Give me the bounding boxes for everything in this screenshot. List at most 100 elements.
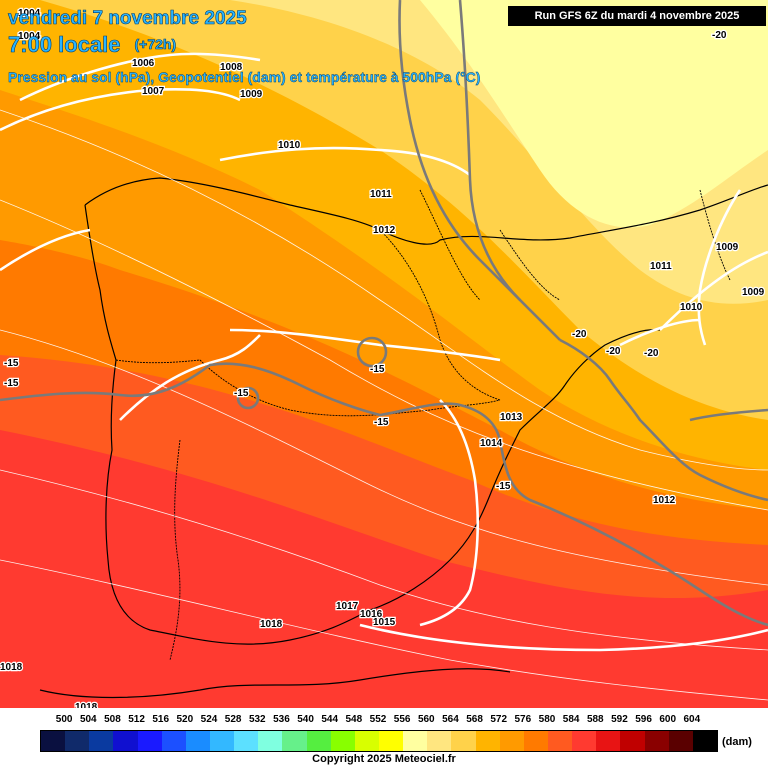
legend-value: 604 <box>683 714 701 725</box>
legend-value: 540 <box>297 714 314 725</box>
legend-value: 528 <box>224 714 242 725</box>
pressure-label: 1018 <box>75 702 98 708</box>
legend-swatch <box>113 731 138 751</box>
legend-unit: (dam) <box>722 736 752 748</box>
legend-value: 500 <box>55 714 73 725</box>
copyright: Copyright 2025 Meteociel.fr <box>312 753 456 765</box>
temperature-label: -15 <box>370 364 385 375</box>
legend-value: 600 <box>659 714 677 725</box>
temperature-label: -20 <box>644 348 659 359</box>
legend-value: 580 <box>538 714 556 725</box>
run-info: Run GFS 6Z du mardi 4 novembre 2025 <box>508 6 766 26</box>
legend-swatch <box>692 731 717 751</box>
legend-swatch <box>475 731 500 751</box>
coastlines <box>39 177 768 699</box>
pressure-label: 1004 <box>18 8 41 19</box>
legend-swatch <box>572 731 597 751</box>
legend-swatch <box>547 731 573 751</box>
legend-swatch <box>668 731 693 751</box>
pressure-label: 1010 <box>278 140 301 151</box>
pressure-label: 1013 <box>500 412 523 423</box>
temperature-500hpa <box>0 0 768 627</box>
legend-value: 512 <box>128 714 145 725</box>
legend-swatch <box>330 731 355 751</box>
map-canvas: 1004 1004 1006 1007 1008 1009 1010 1011 … <box>0 0 768 708</box>
forecast-date: vendredi 7 novembre 2025 <box>8 8 247 30</box>
legend-value: 520 <box>176 714 194 725</box>
pressure-label: 1009 <box>240 89 263 100</box>
legend-value: 560 <box>417 714 435 725</box>
pressure-label: 1015 <box>373 617 396 628</box>
legend-swatch <box>620 731 645 751</box>
legend-value: 576 <box>514 714 532 725</box>
legend-swatch <box>523 731 548 751</box>
legend-value: 564 <box>442 714 459 725</box>
pressure-label: 1012 <box>373 225 396 236</box>
legend-colorbar <box>40 730 718 752</box>
legend-swatch <box>89 731 114 751</box>
legend-swatch <box>161 731 186 751</box>
pressure-label: 1017 <box>336 601 359 612</box>
legend-swatch <box>258 731 283 751</box>
legend-swatch <box>354 731 379 751</box>
legend-value: 532 <box>248 714 266 725</box>
pressure-label: 1011 <box>370 189 392 200</box>
legend-swatch <box>282 731 307 751</box>
pressure-label: 1006 <box>132 58 155 69</box>
legend-swatch <box>306 731 331 751</box>
pressure-label: 1004 <box>18 31 41 42</box>
temperature-label: -15 <box>374 417 389 428</box>
pressure-labels: 1004 1004 1006 1007 1008 1009 1010 1011 … <box>0 7 766 708</box>
legend-value: 516 <box>152 714 170 725</box>
temperature-label: -20 <box>712 30 727 41</box>
legend-value: 588 <box>586 714 604 725</box>
legend-value: 552 <box>369 714 387 725</box>
pressure-label: 1010 <box>680 302 703 313</box>
pressure-label: 1008 <box>220 62 243 73</box>
legend-swatch <box>234 731 259 751</box>
legend-swatch <box>41 731 66 751</box>
pressure-label: 1018 <box>260 619 283 630</box>
legend-value: 548 <box>345 714 363 725</box>
pressure-label: 1007 <box>142 86 165 97</box>
pressure-label: 1012 <box>653 495 676 506</box>
legend-swatch <box>378 731 404 751</box>
local-time: 7:00 locale <box>8 32 121 58</box>
legend-swatch <box>209 731 235 751</box>
temperature-label: -20 <box>606 346 621 357</box>
legend-value: 524 <box>200 714 218 725</box>
band-556 <box>420 0 768 228</box>
legend-value: 584 <box>562 714 580 725</box>
pressure-label: 1014 <box>480 438 503 449</box>
legend-swatch <box>596 731 621 751</box>
temperature-labels: -20 -20 -20 -20 -15 -15 -15 -15 -15 -15 <box>3 29 728 494</box>
legend-swatch <box>427 731 452 751</box>
parameter-description: Pression au sol (hPa), Geopotentiel (dam… <box>8 69 481 85</box>
pressure-label: 1009 <box>742 287 765 298</box>
legend-values: 500 504 508 512 516 520 524 528 532 536 540 544 548 5… <box>42 714 732 728</box>
legend-value: 592 <box>611 714 628 725</box>
legend-value: 568 <box>466 714 483 725</box>
lead-time: (+72h) <box>134 36 177 53</box>
legend-value: 596 <box>635 714 652 725</box>
pressure-label: 1011 <box>650 261 672 272</box>
temperature-label: -15 <box>4 358 19 369</box>
legend-swatch <box>451 731 476 751</box>
legend-value: 536 <box>273 714 290 725</box>
forecast-time: 7:00 locale (+72h) <box>8 32 177 58</box>
legend-swatch <box>137 731 162 751</box>
geopotential-contours <box>0 109 768 701</box>
legend-swatch <box>65 731 90 751</box>
legend-value: 556 <box>393 714 411 725</box>
legend-swatch <box>644 731 669 751</box>
legend-value: 504 <box>79 714 97 725</box>
temperature-label: -20 <box>572 329 587 340</box>
pressure-label: 1009 <box>716 242 739 253</box>
temperature-label: -15 <box>496 481 511 492</box>
legend-value: 508 <box>104 714 121 725</box>
legend-value: 572 <box>490 714 508 725</box>
legend-swatch <box>185 731 210 751</box>
isobars <box>0 52 768 652</box>
temperature-label: -15 <box>234 388 249 399</box>
